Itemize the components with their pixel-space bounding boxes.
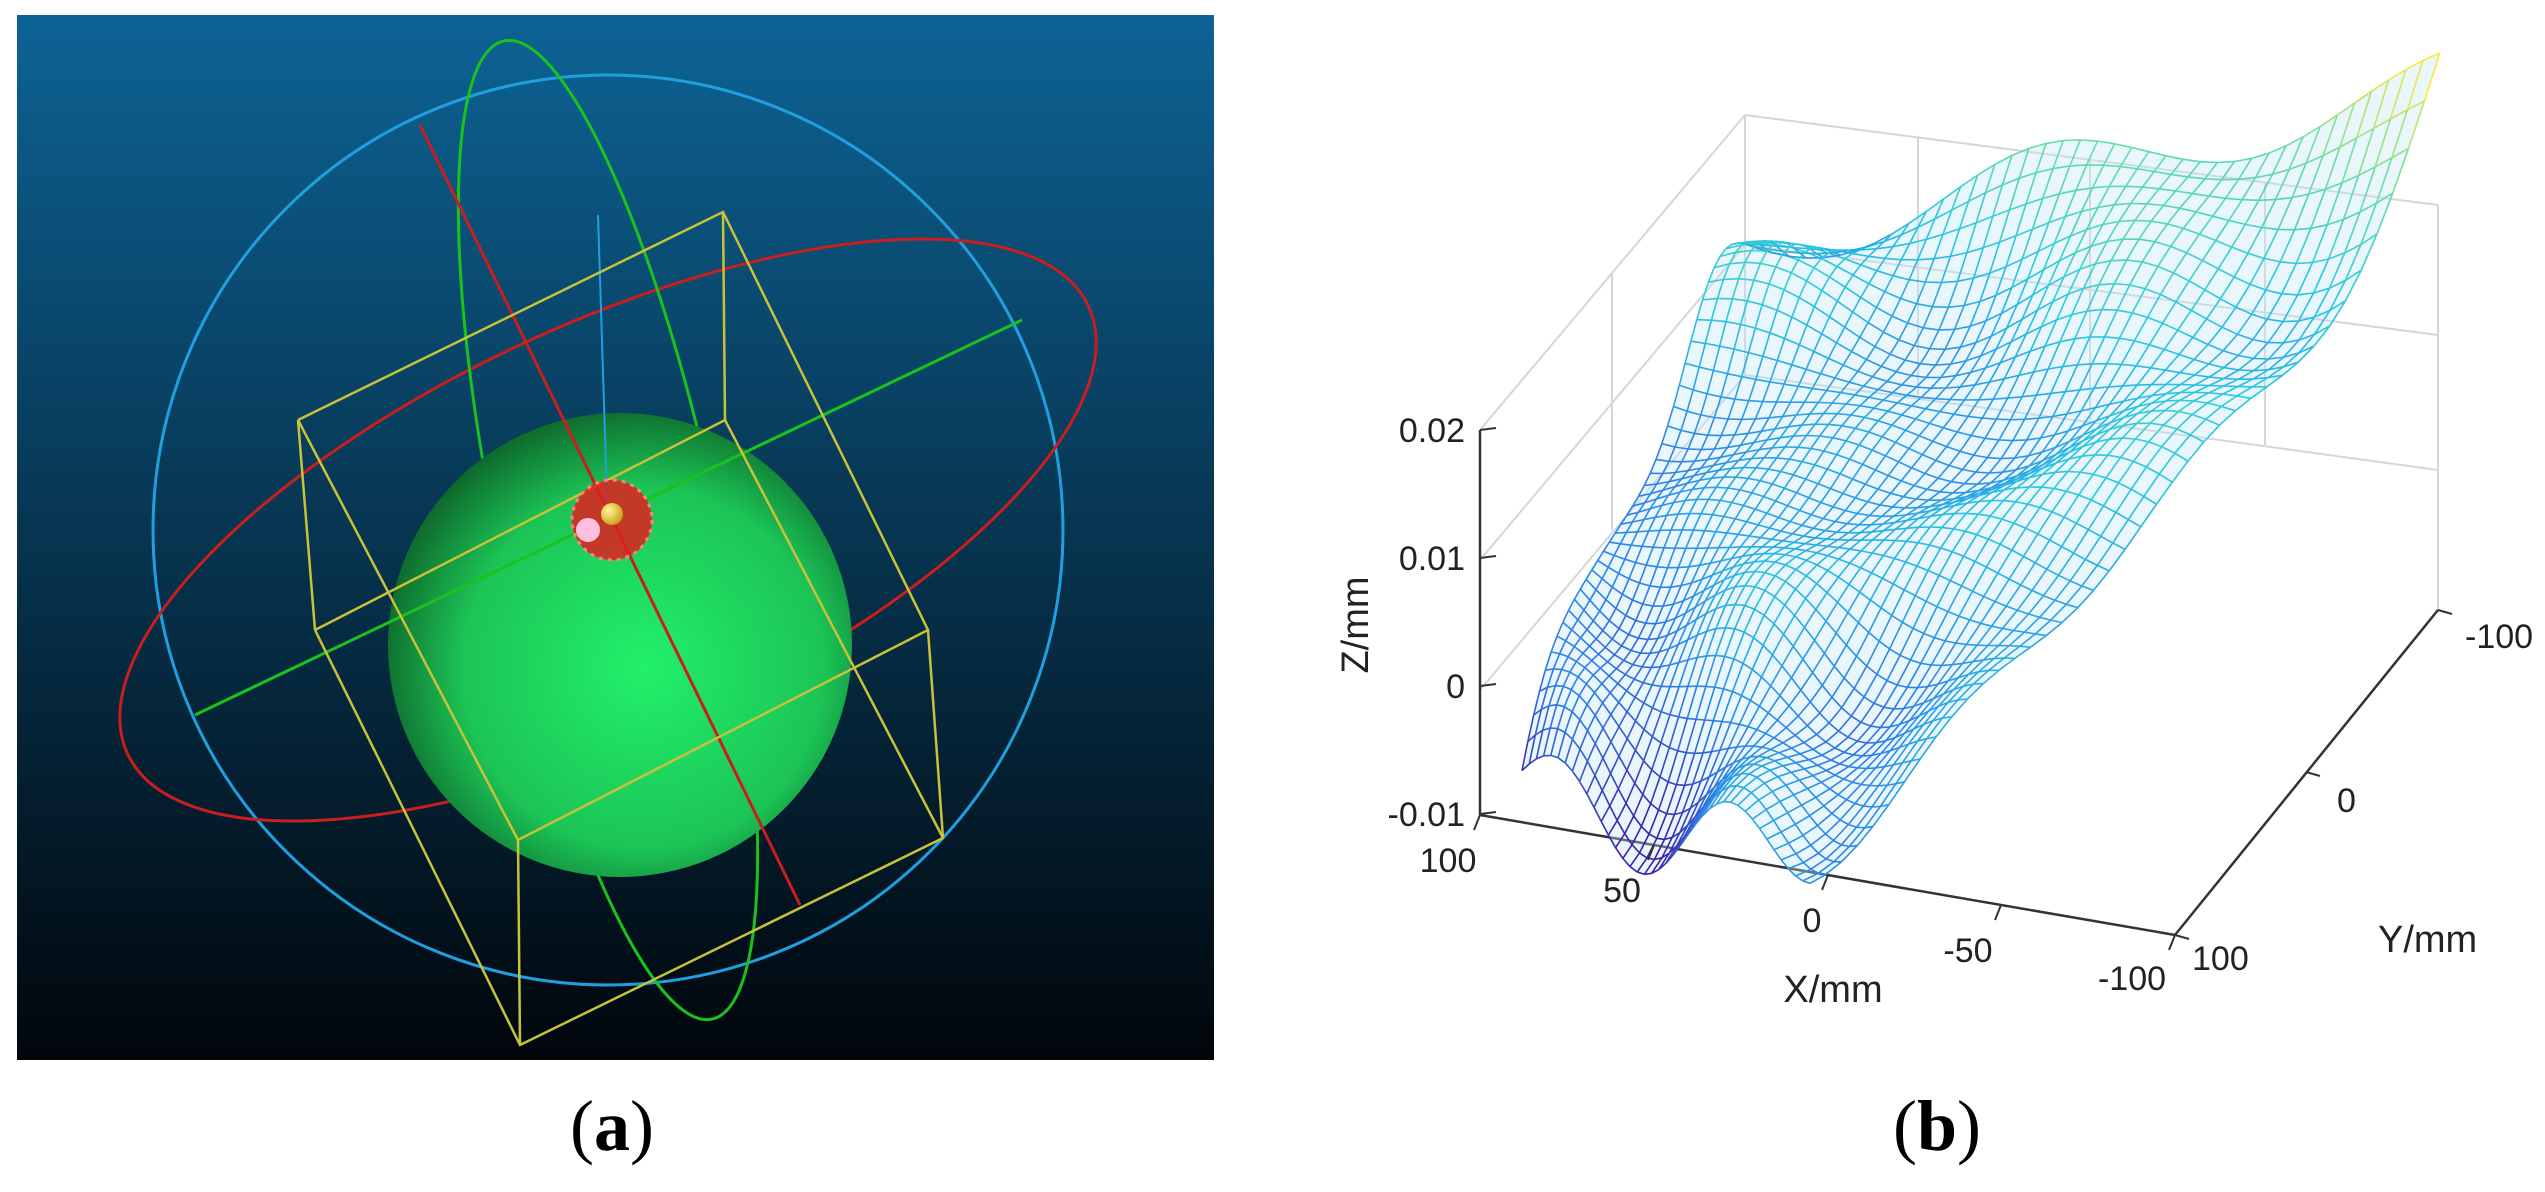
probe-ball [601,503,623,525]
x-tick-label: 100 [1420,842,1477,880]
y-axis-label: Y/mm [2378,919,2477,961]
panel-a-scene: (a) [17,15,1214,1166]
x-axis: 100 50 0 -50 -100 X/mm [1420,814,2176,1011]
surface-fill [1522,53,2440,884]
z-axis: 0.02 0.01 0 -0.01 Z/mm [1335,412,1497,834]
mesh-surface [1521,52,2441,885]
y-tick-label: -100 [2465,618,2533,656]
green-sphere [388,413,852,877]
x-axis-label: X/mm [1783,969,1882,1011]
x-tick-label: 50 [1603,872,1641,910]
z-tick-label: 0.02 [1399,412,1465,450]
x-tick-label: 0 [1803,902,1822,940]
z-tick-label: -0.01 [1388,796,1466,834]
panel-label-a: (a) [570,1086,654,1166]
y-axis: -100 0 100 Y/mm [2174,609,2533,978]
x-tick-label: -100 [2098,960,2166,998]
z-axis-label: Z/mm [1335,576,1377,673]
panel-label-b: (b) [1893,1086,1981,1166]
y-tick-label: 0 [2337,782,2356,820]
surface-wireframe [1521,52,2441,885]
z-tick-label: 0.01 [1399,540,1465,578]
outer-bounding-circle [151,73,1065,987]
x-tick-label: -50 [1943,932,1992,970]
blue-axis-line [597,214,609,531]
y-tick-label: 100 [2192,940,2249,978]
z-tick-label: 0 [1446,668,1465,706]
panel-b-surface-plot: 0.02 0.01 0 -0.01 Z/mm 100 50 0 -50 -100… [1335,52,2533,1166]
